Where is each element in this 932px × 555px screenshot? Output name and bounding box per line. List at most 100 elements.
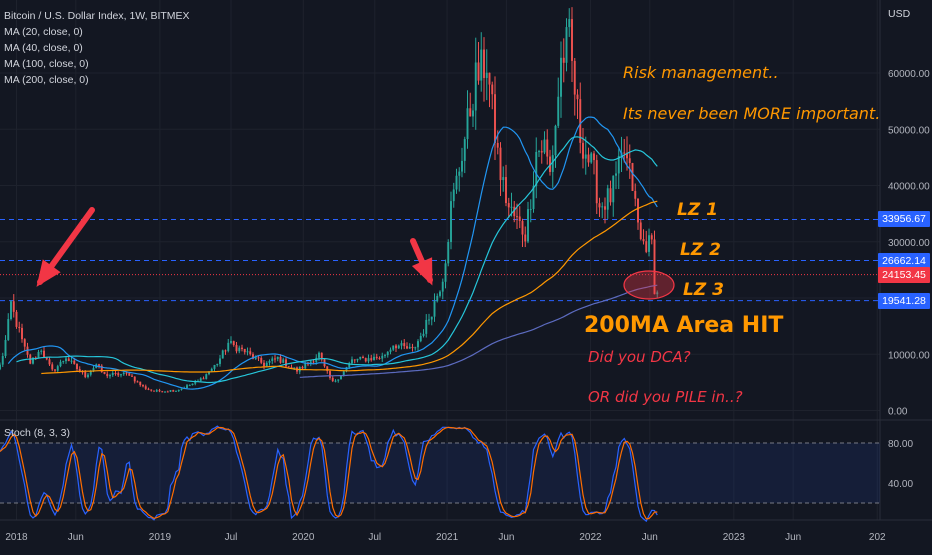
candle bbox=[125, 372, 128, 374]
lz3-label: LZ 3 bbox=[683, 280, 724, 300]
stoch-tick-label: 80.00 bbox=[888, 439, 913, 450]
candle bbox=[422, 333, 425, 336]
candle bbox=[582, 142, 584, 159]
candle bbox=[634, 190, 637, 199]
candle bbox=[584, 154, 587, 159]
candle bbox=[337, 379, 340, 381]
price-badge: 33956.67 bbox=[878, 211, 930, 228]
candle bbox=[180, 388, 183, 390]
hit-ellipse bbox=[623, 270, 675, 300]
candle bbox=[224, 350, 227, 352]
candle bbox=[571, 19, 573, 61]
candle bbox=[76, 363, 78, 370]
candle bbox=[194, 381, 197, 384]
candle bbox=[516, 216, 518, 218]
candle bbox=[290, 367, 293, 369]
candle bbox=[216, 363, 219, 366]
candle bbox=[395, 345, 397, 349]
candle bbox=[345, 367, 348, 372]
candle bbox=[560, 57, 562, 97]
candle bbox=[252, 354, 254, 359]
candle bbox=[356, 358, 359, 361]
candle bbox=[342, 371, 345, 376]
candle bbox=[485, 72, 488, 78]
candle bbox=[111, 373, 114, 376]
candle bbox=[106, 373, 109, 377]
lz1-label: LZ 1 bbox=[677, 200, 718, 220]
x-tick-label: 2020 bbox=[292, 532, 315, 543]
x-tick-label: 202 bbox=[869, 532, 886, 543]
candle bbox=[496, 142, 499, 148]
candle bbox=[469, 108, 472, 117]
candle bbox=[191, 383, 194, 386]
candle bbox=[142, 385, 144, 387]
candle bbox=[65, 358, 67, 362]
candle bbox=[202, 378, 205, 380]
candle bbox=[81, 371, 84, 373]
x-tick-label: Jun bbox=[642, 532, 658, 543]
candle bbox=[590, 153, 593, 163]
candle bbox=[598, 203, 601, 208]
candle bbox=[452, 189, 455, 202]
candle bbox=[521, 220, 524, 235]
candle bbox=[623, 152, 626, 154]
candle bbox=[166, 391, 169, 393]
candle bbox=[188, 385, 191, 387]
candle bbox=[263, 362, 265, 367]
candle bbox=[4, 339, 7, 357]
candle bbox=[150, 389, 153, 391]
candle bbox=[249, 351, 252, 355]
x-tick-label: 2018 bbox=[5, 532, 28, 543]
candle bbox=[199, 378, 202, 381]
candle bbox=[373, 356, 375, 361]
candle bbox=[645, 241, 648, 252]
candle bbox=[554, 125, 557, 156]
candle bbox=[551, 155, 554, 172]
candle bbox=[527, 209, 529, 242]
hit-label: 200MA Area HIT bbox=[584, 313, 784, 338]
legend-title: Bitcoin / U.S. Dollar Index, 1W, BITMEX bbox=[4, 10, 190, 22]
candle bbox=[331, 377, 334, 382]
candle bbox=[186, 385, 188, 389]
candle bbox=[257, 357, 260, 359]
candle bbox=[606, 188, 609, 210]
candle bbox=[238, 347, 241, 352]
candle bbox=[439, 291, 441, 296]
candle bbox=[430, 316, 433, 320]
candle bbox=[48, 359, 51, 365]
candle bbox=[579, 99, 582, 143]
candle bbox=[45, 357, 48, 360]
candle bbox=[340, 375, 342, 380]
candle bbox=[359, 356, 362, 359]
candle bbox=[318, 352, 320, 358]
x-tick-label: 2021 bbox=[436, 532, 459, 543]
candle bbox=[348, 363, 351, 368]
candle bbox=[172, 390, 175, 392]
stoch-label: Stoch (8, 3, 3) bbox=[4, 427, 70, 439]
candle bbox=[648, 235, 650, 252]
stoch-tick-label: 40.00 bbox=[888, 479, 913, 490]
candle bbox=[205, 374, 208, 379]
candle bbox=[587, 154, 590, 163]
candle bbox=[535, 151, 538, 187]
candle bbox=[461, 160, 463, 172]
candle bbox=[67, 358, 70, 362]
candle bbox=[392, 345, 395, 350]
candle bbox=[375, 356, 378, 359]
candle bbox=[650, 235, 653, 240]
candle bbox=[524, 234, 527, 242]
candle bbox=[381, 355, 384, 359]
candle bbox=[279, 356, 282, 363]
candle bbox=[219, 358, 221, 364]
candle bbox=[507, 203, 510, 208]
candle bbox=[444, 263, 447, 282]
candle bbox=[637, 198, 639, 223]
legend-ma200: MA (200, close, 0) bbox=[4, 74, 89, 86]
candle bbox=[15, 311, 18, 327]
candle bbox=[491, 84, 494, 95]
candle bbox=[164, 391, 166, 393]
risk-line-2: Its never been MORE important. bbox=[623, 104, 881, 123]
